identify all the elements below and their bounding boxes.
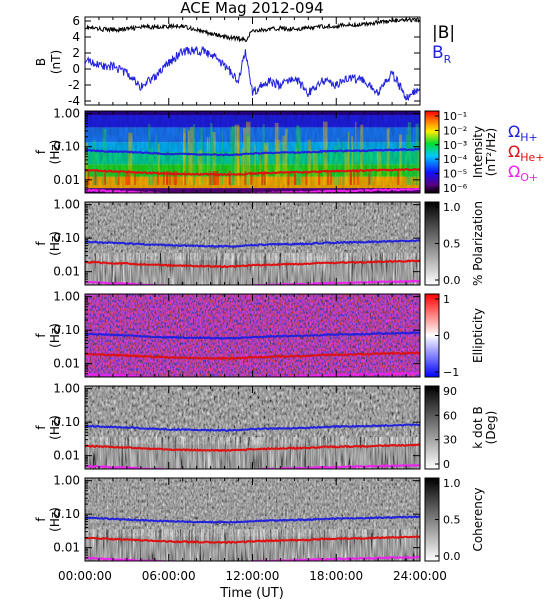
colorbar-tick-label: 10⁻⁵ bbox=[443, 168, 467, 181]
x-tick-label: 18:00:00 bbox=[309, 569, 363, 583]
x-tick-label: 06:00:00 bbox=[142, 569, 196, 583]
kdotb-ylabel: f bbox=[34, 425, 48, 430]
coherency-panel: 1.00 0.10 0.01 f (Hz) 1.0 0.5 0.0 Coherency bbox=[34, 474, 485, 563]
polarization-spectrogram bbox=[85, 202, 420, 285]
intensity-spectrogram bbox=[85, 111, 420, 193]
gyrofrequency-line-Heplus bbox=[85, 259, 420, 269]
colorbar-tick-label: 0.5 bbox=[443, 514, 461, 527]
polarization-ylabel: f bbox=[34, 241, 48, 246]
ellipticity-spectrogram bbox=[85, 294, 420, 377]
ellipticity-yunit: (Hz) bbox=[48, 323, 62, 348]
x-tick-label: 00:00:00 bbox=[58, 569, 112, 583]
intensity-colorbar bbox=[424, 110, 440, 194]
y-tick-label: 0.10 bbox=[53, 415, 80, 429]
y-tick-label: 1.00 bbox=[53, 382, 80, 396]
intensity-yunit: (Hz) bbox=[48, 140, 62, 165]
x-tick-label: 12:00:00 bbox=[226, 569, 280, 583]
y-tick-label: 0.01 bbox=[53, 449, 80, 463]
colorbar-tick-label: 0 bbox=[443, 330, 450, 343]
colorbar-tick-label: 1.0 bbox=[443, 201, 461, 214]
colorbar-tick-label: 1.0 bbox=[443, 477, 461, 490]
kdotb-colorbar-label: k dot B bbox=[471, 406, 485, 448]
y-tick-label: 2 bbox=[72, 46, 80, 60]
y-tick-label: 1.00 bbox=[53, 474, 80, 488]
colorbar-tick-label: −1 bbox=[443, 366, 459, 379]
coherency-yunit: (Hz) bbox=[48, 507, 62, 532]
y-tick-label: 0.10 bbox=[53, 507, 80, 521]
y-tick-label: 1.00 bbox=[53, 198, 80, 212]
intensity-panel: 1.00 0.10 0.01 f (Hz) 10⁻¹10⁻² 10⁻³10⁻⁴ 10⁻⁵10⁻… bbox=[34, 107, 545, 195]
coherency-ylabel: f bbox=[34, 517, 48, 522]
legend-b-r: BR bbox=[432, 43, 452, 66]
colorbar-tick-label: 10⁻¹ bbox=[443, 110, 467, 123]
gyrofrequency-line-Heplus bbox=[85, 351, 420, 361]
legend-omega-Heplus: ΩHe+ bbox=[508, 142, 545, 164]
gyrofrequency-line-Heplus bbox=[85, 167, 420, 177]
y-tick-label: 1.00 bbox=[53, 107, 80, 121]
kdotb-colorbar-unit: (Deg) bbox=[484, 411, 498, 445]
colorbar-tick-label: 30 bbox=[443, 434, 457, 447]
kdotb-yunit: (Hz) bbox=[48, 415, 62, 440]
colorbar-tick-label: 10⁻⁴ bbox=[443, 153, 468, 166]
gyrofrequency-line-Hplus bbox=[85, 423, 420, 432]
gyrofrequency-line-Heplus bbox=[85, 443, 420, 453]
y-tick-label: 0.01 bbox=[53, 357, 80, 371]
ellipticity-colorbar-label: Ellipticity bbox=[471, 308, 485, 363]
colorbar-tick-label: 60 bbox=[443, 409, 457, 422]
gyrofrequency-line-Hplus bbox=[85, 331, 420, 340]
ellipticity-ylabel: f bbox=[34, 333, 48, 338]
legend-b-magnitude: |B| bbox=[432, 23, 455, 43]
colorbar-tick-label: 10⁻⁶ bbox=[443, 182, 468, 195]
gyrofrequency-line-Hplus bbox=[85, 147, 420, 157]
legend-omega-Oplus: ΩO+ bbox=[508, 162, 538, 184]
x-axis-label: Time (UT) bbox=[219, 586, 284, 600]
gyrofrequency-line-Hplus bbox=[85, 515, 420, 525]
kdotb-panel: 1.00 0.10 0.01 f (Hz) 90 60 30 0 k dot B (Deg) bbox=[34, 382, 498, 471]
y-tick-label: 0.01 bbox=[53, 173, 80, 187]
chart-title: ACE Mag 2012-094 bbox=[180, 0, 323, 17]
y-tick-label: 1.00 bbox=[53, 290, 80, 304]
y-tick-label: -2 bbox=[68, 78, 80, 92]
colorbar-tick-label: 90 bbox=[443, 385, 457, 398]
b-field-panel: -4 -2 0 2 4 6 B (nT) |B|BR bbox=[34, 14, 455, 108]
colorbar-tick-label: 0.0 bbox=[443, 274, 461, 287]
polarization-colorbar-label: % Polarization bbox=[471, 201, 485, 286]
colorbar-tick-label: 1 bbox=[443, 293, 450, 306]
legend-omega-Hplus: ΩH+ bbox=[508, 122, 538, 144]
y-tick-label: 0.10 bbox=[53, 323, 80, 337]
polarization-panel: 1.00 0.10 0.01 f (Hz) 1.0 0.5 0.0 % Polarization bbox=[34, 198, 485, 287]
kdotb-spectrogram bbox=[85, 386, 420, 469]
y-tick-label: 6 bbox=[72, 14, 80, 28]
series-line-b-magnitude bbox=[84, 17, 421, 43]
gyrofrequency-line-Hplus bbox=[85, 239, 420, 248]
coherency-spectrogram bbox=[85, 478, 420, 561]
coherency-colorbar-label: Coherency bbox=[471, 487, 485, 551]
intensity-colorbar-label: Intensity bbox=[471, 126, 485, 178]
colorbar-tick-label: 10⁻³ bbox=[443, 139, 467, 152]
colorbar-tick-label: 0.0 bbox=[443, 550, 461, 563]
colorbar-tick-label: 10⁻² bbox=[443, 124, 467, 137]
intensity-colorbar-unit: (nT²/Hz) bbox=[484, 128, 498, 176]
gyrofrequency-line-Heplus bbox=[85, 535, 420, 545]
b-yunit: (nT) bbox=[49, 50, 63, 74]
ellipticity-panel: 1.00 0.10 0.01 f (Hz) 1 0 −1 Ellipticity bbox=[34, 290, 485, 379]
polarization-yunit: (Hz) bbox=[48, 231, 62, 256]
x-tick-label: 24:00:00 bbox=[393, 569, 447, 583]
series-line-b-r bbox=[84, 45, 421, 101]
y-tick-label: 0.01 bbox=[53, 265, 80, 279]
y-tick-label: 4 bbox=[72, 30, 80, 44]
y-tick-label: 0.10 bbox=[53, 231, 80, 245]
y-tick-label: 0.01 bbox=[53, 541, 80, 555]
y-tick-label: 0.10 bbox=[53, 140, 80, 154]
colorbar-tick-label: 0.5 bbox=[443, 238, 461, 251]
kdotb-colorbar bbox=[424, 385, 440, 470]
b-ylabel: B bbox=[34, 58, 48, 66]
y-tick-label: 0 bbox=[72, 62, 80, 76]
y-tick-label: -4 bbox=[68, 94, 80, 108]
intensity-ylabel: f bbox=[34, 149, 48, 154]
colorbar-tick-label: 0 bbox=[443, 458, 450, 471]
